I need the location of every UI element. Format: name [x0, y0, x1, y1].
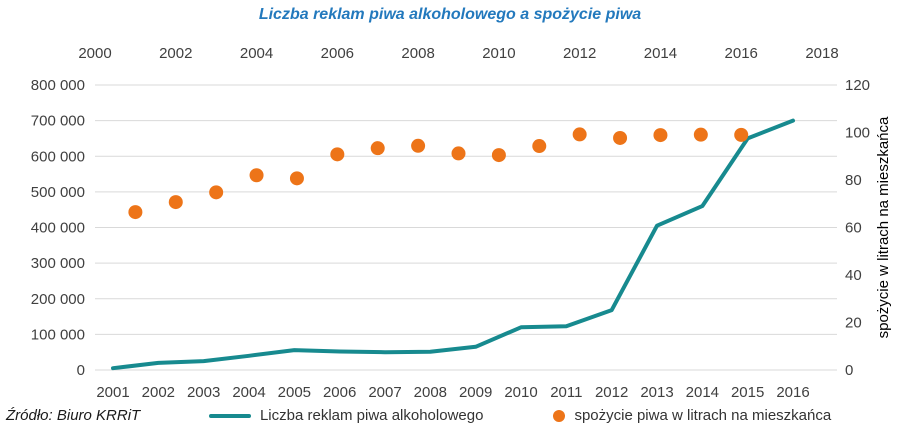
bottom-axis-labels: 2001 2002 2003 2004 2005 2006 2007 2008 2009 2010…	[96, 384, 809, 401]
left-tick-label: 600 000	[31, 148, 85, 165]
legend-item-ads-line: Liczba reklam piwa alkoholowego	[208, 407, 484, 424]
right-tick-label: 80	[845, 172, 862, 189]
legend-item-consumption-dots: spożycie piwa w litrach na mieszkańca	[553, 407, 831, 424]
top-tick-label: 2004	[240, 45, 273, 62]
top-tick-label: 2010	[482, 45, 515, 62]
consumption-dot	[289, 171, 304, 186]
bottom-tick-label: 2001	[96, 384, 129, 401]
bottom-tick-label: 2009	[459, 384, 492, 401]
consumption-dot	[411, 138, 426, 153]
legend: Liczba reklam piwa alkoholowego spożycie…	[140, 407, 900, 424]
left-tick-label: 700 000	[31, 113, 85, 130]
consumption-dot	[128, 205, 143, 220]
legend-label-consumption-dots: spożycie piwa w litrach na mieszkańca	[574, 407, 832, 424]
consumption-dot-series	[128, 127, 749, 220]
ads-line-series	[111, 118, 795, 371]
top-tick-label: 2014	[644, 45, 677, 62]
consumption-dot	[653, 128, 668, 143]
top-tick-label: 2006	[321, 45, 354, 62]
consumption-dot	[491, 148, 506, 163]
bottom-tick-label: 2007	[368, 384, 401, 401]
left-tick-label: 800 000	[31, 77, 85, 94]
consumption-dot	[532, 139, 547, 154]
bottom-tick-label: 2006	[323, 384, 356, 401]
top-tick-label: 2012	[563, 45, 596, 62]
bottom-tick-label: 2005	[278, 384, 311, 401]
consumption-dot	[249, 168, 264, 183]
consumption-dot	[451, 146, 466, 161]
consumption-dot	[330, 147, 345, 162]
top-tick-label: 2002	[159, 45, 192, 62]
bottom-tick-label: 2011	[550, 384, 582, 401]
right-axis-title: spożycie w litrach na mieszkańca	[875, 116, 892, 338]
orange-dot-swatch-icon	[553, 409, 566, 422]
bottom-tick-label: 2013	[640, 384, 673, 401]
right-tick-label: 0	[845, 362, 853, 379]
left-tick-label: 400 000	[31, 220, 85, 237]
top-tick-label: 2018	[805, 45, 838, 62]
bottom-tick-label: 2016	[776, 384, 809, 401]
top-tick-label: 2016	[725, 45, 758, 62]
left-tick-label: 500 000	[31, 184, 85, 201]
left-tick-label: 300 000	[31, 255, 85, 272]
top-tick-label: 2000	[78, 45, 111, 62]
consumption-dot	[370, 141, 385, 156]
left-tick-label: 0	[77, 362, 85, 379]
bottom-tick-label: 2014	[686, 384, 719, 401]
top-axis-labels: 2000 2002 2004 2006 2008 2010 2012 2014 2016 2018	[78, 45, 838, 62]
left-axis-labels: 0 100 000 200 000 300 000 400 000 500 000 600 …	[31, 77, 85, 379]
teal-line-swatch-icon	[208, 413, 251, 418]
consumption-dot	[572, 127, 587, 142]
right-tick-label: 120	[845, 77, 870, 94]
bottom-tick-label: 2003	[187, 384, 220, 401]
right-tick-label: 40	[845, 267, 862, 284]
chart-title: Liczba reklam piwa alkoholowego a spożyc…	[258, 6, 642, 23]
consumption-dot	[693, 127, 708, 142]
bottom-tick-label: 2004	[232, 384, 265, 401]
bottom-tick-label: 2012	[595, 384, 628, 401]
right-tick-label: 20	[845, 315, 862, 332]
legend-label-ads-line: Liczba reklam piwa alkoholowego	[259, 407, 484, 424]
left-tick-label: 200 000	[31, 291, 85, 308]
gridlines	[95, 84, 837, 371]
chart-footer: Źródło: Biuro KRRiT Liczba reklam piwa a…	[0, 407, 900, 424]
right-tick-label: 100	[845, 125, 870, 142]
consumption-dot	[613, 130, 628, 145]
top-tick-label: 2008	[401, 45, 434, 62]
left-tick-label: 100 000	[31, 326, 85, 343]
consumption-dot	[168, 195, 183, 210]
right-axis-labels: 0 20 40 60 80 100 120	[845, 77, 870, 379]
bottom-tick-label: 2010	[504, 384, 537, 401]
right-tick-label: 60	[845, 220, 862, 237]
bottom-tick-label: 2008	[414, 384, 447, 401]
consumption-dot	[209, 185, 224, 200]
consumption-dot	[734, 127, 749, 142]
bottom-tick-label: 2002	[142, 384, 175, 401]
source-note: Źródło: Biuro KRRiT	[6, 407, 141, 424]
bottom-tick-label: 2015	[731, 384, 764, 401]
